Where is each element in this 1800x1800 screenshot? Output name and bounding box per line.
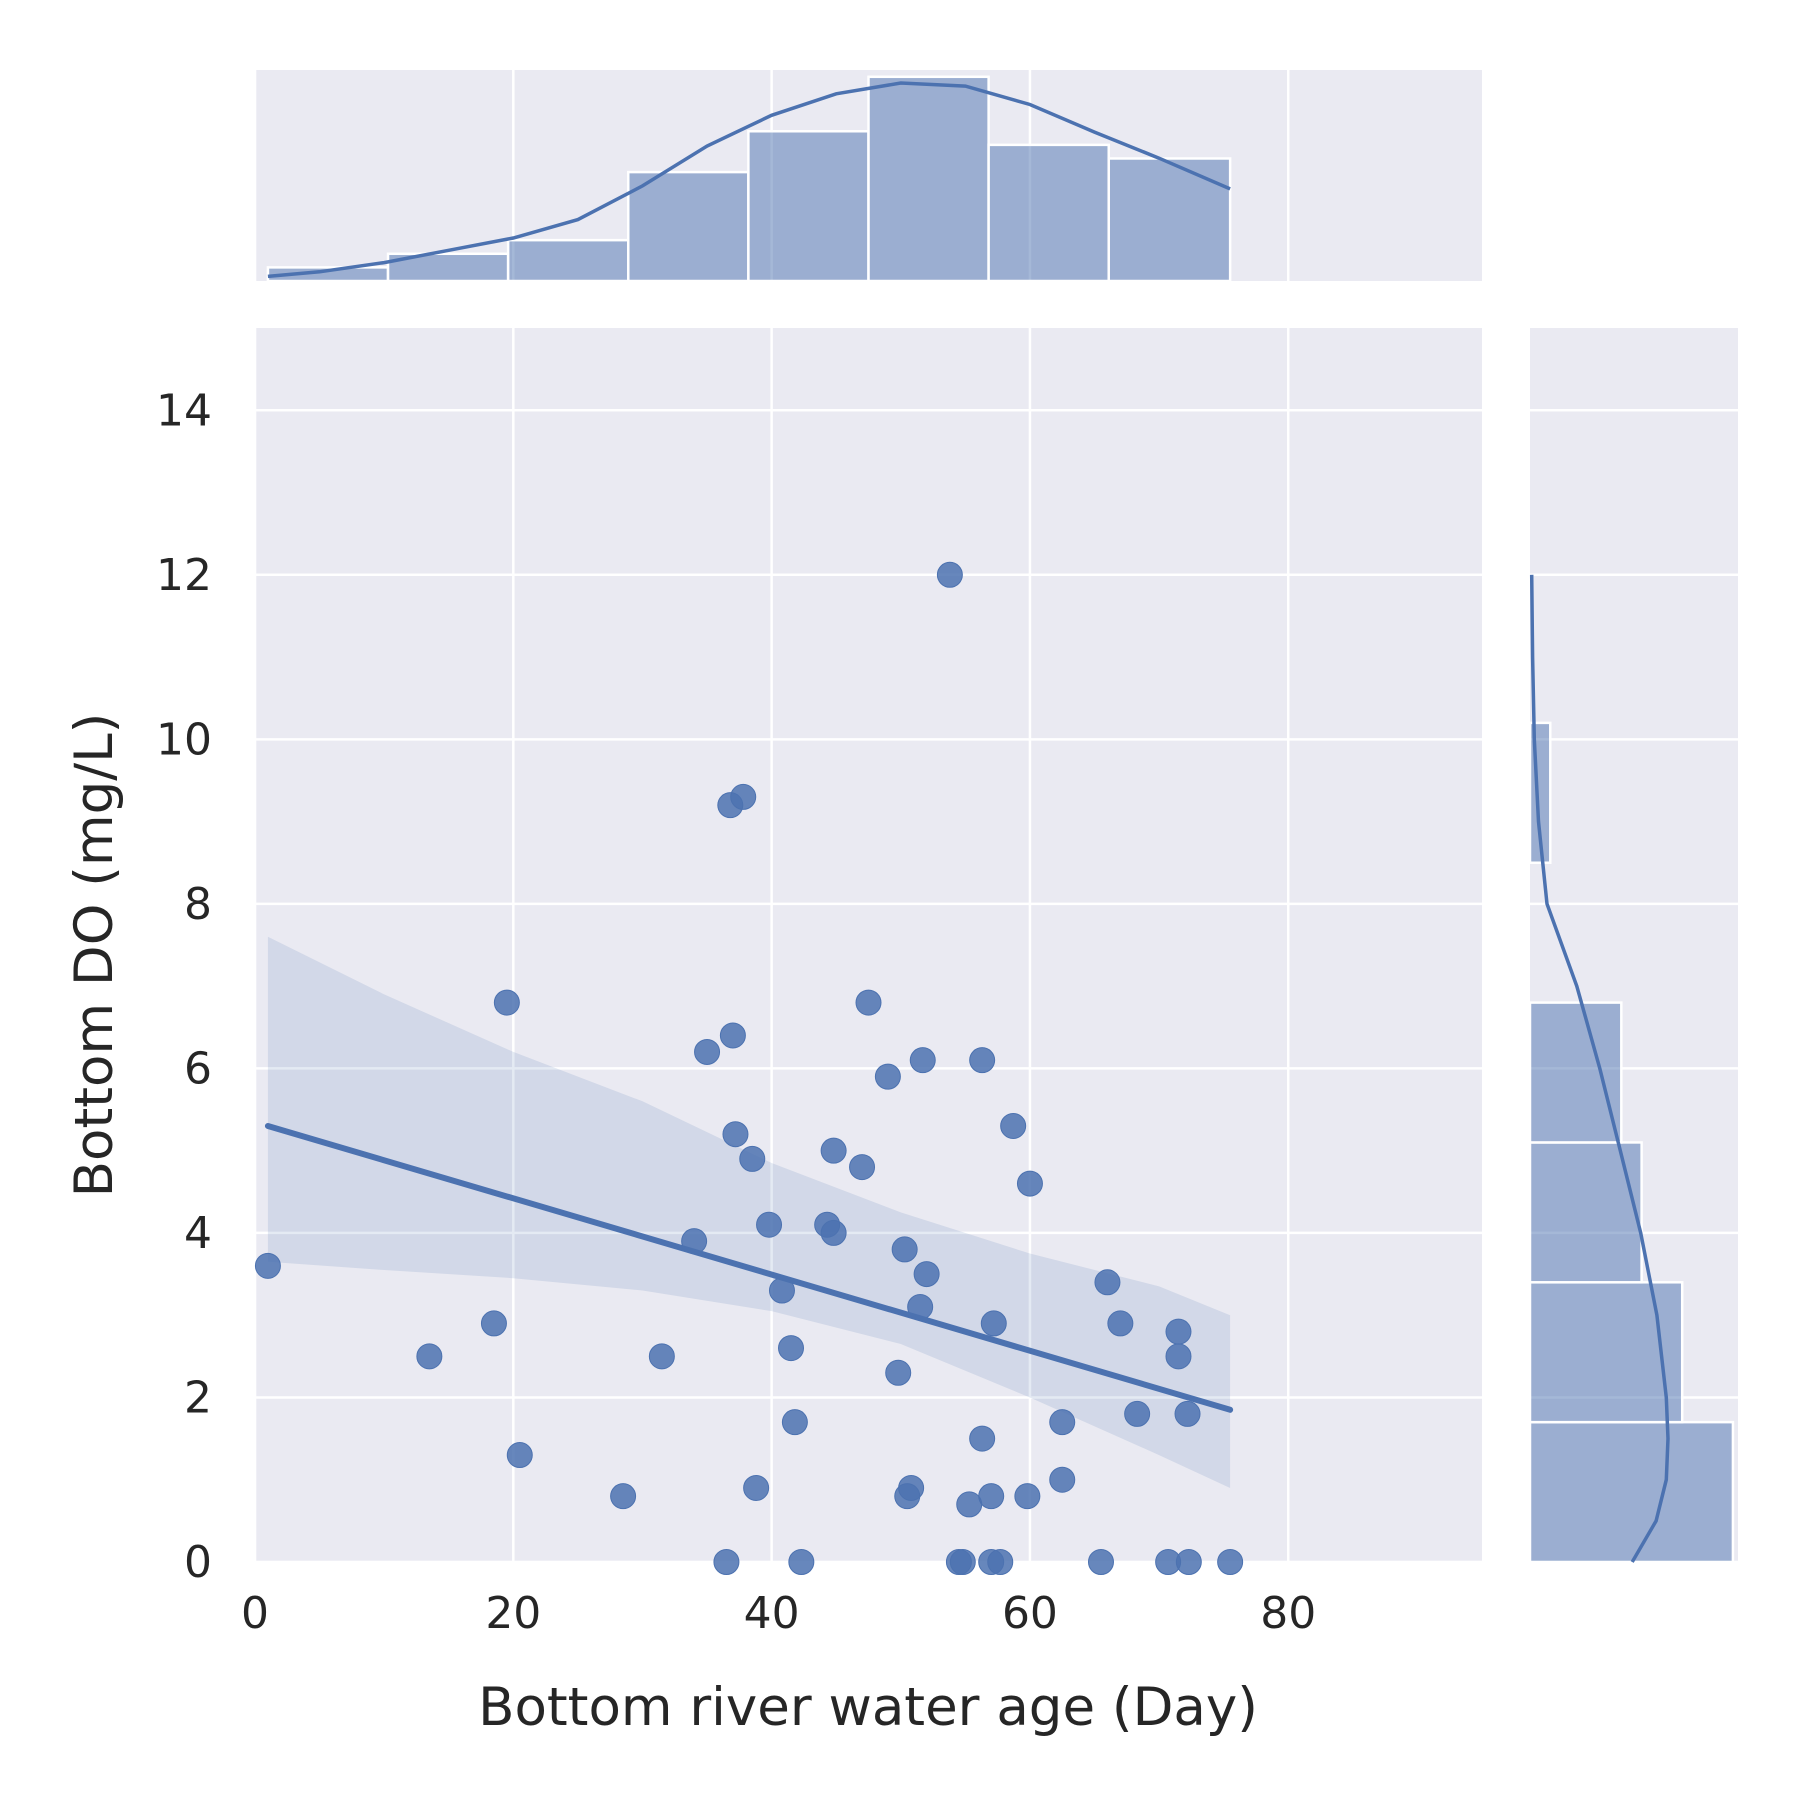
scatter-point <box>788 1549 815 1575</box>
x-histogram-bar <box>1107 157 1232 283</box>
x-histogram-bar <box>627 170 750 283</box>
scatter-point <box>713 1549 740 1575</box>
y-tick-label: 8 <box>184 879 212 930</box>
y-tick-label: 2 <box>184 1372 212 1423</box>
scatter-point <box>987 1549 1014 1575</box>
scatter-point <box>254 1252 281 1279</box>
scatter-point <box>969 1047 996 1074</box>
scatter-point <box>743 1474 770 1501</box>
scatter-point <box>874 1063 901 1090</box>
scatter-point <box>1175 1549 1202 1575</box>
scatter-point <box>1124 1400 1151 1427</box>
y-tick-label: 14 <box>156 385 212 436</box>
y-tick-label: 6 <box>184 1043 212 1094</box>
scatter-point <box>820 1137 847 1164</box>
x-histogram-layer <box>266 75 1232 283</box>
confidence-band <box>267 936 1231 1488</box>
x-kde-curve <box>267 81 1231 279</box>
scatter-point <box>480 1310 507 1337</box>
scatter-point <box>1049 1409 1076 1436</box>
scatter-point <box>1217 1549 1244 1575</box>
scatter-point <box>781 1409 808 1436</box>
x-histogram-bar <box>987 143 1110 283</box>
x-axis-label: Bottom river water age (Day) <box>478 1677 1258 1738</box>
y-tick-label: 0 <box>184 1537 212 1588</box>
y-axis-label: Bottom DO (mg/L) <box>64 713 125 1198</box>
x-tick-label: 20 <box>485 1588 541 1639</box>
tick-labels-layer: 0 20 40 60 80 0 2 4 6 8 10 12 14 <box>156 385 1316 1639</box>
scatter-point <box>1087 1549 1114 1575</box>
scatter-point <box>978 1483 1005 1510</box>
regression-line-layer <box>264 1122 1234 1413</box>
y-histogram-layer <box>1528 574 1735 1564</box>
scatter-point <box>416 1343 443 1370</box>
scatter-point <box>1107 1310 1134 1337</box>
y-histogram-bar <box>1528 1281 1684 1424</box>
scatter-point <box>936 561 963 588</box>
joint-plot-area <box>253 328 1482 1564</box>
scatter-point <box>1094 1269 1121 1296</box>
x-histogram-bar <box>506 238 630 283</box>
scatter-point <box>956 1491 983 1518</box>
joint-background <box>255 328 1482 1562</box>
scatter-point <box>648 1343 675 1370</box>
scatter-point <box>1165 1343 1192 1370</box>
scatter-point <box>506 1442 533 1469</box>
x-tick-label: 0 <box>241 1588 269 1639</box>
scatter-point <box>778 1335 805 1362</box>
scatter-point <box>820 1219 847 1246</box>
scatter-point <box>969 1425 996 1452</box>
x-histogram-bar <box>747 130 870 283</box>
scatter-point <box>855 989 882 1016</box>
scatter-point <box>849 1154 876 1181</box>
scatter-point <box>980 1310 1007 1337</box>
confidence-band-layer <box>267 936 1231 1488</box>
y-tick-label: 4 <box>184 1208 212 1259</box>
scatter-point <box>891 1236 918 1263</box>
scatter-point <box>722 1121 749 1148</box>
x-tick-label: 40 <box>744 1588 800 1639</box>
scatter-point <box>1000 1112 1027 1139</box>
x-histogram-bar <box>867 75 990 283</box>
x-tick-label: 60 <box>1002 1588 1058 1639</box>
scatter-point <box>1049 1466 1076 1493</box>
scatter-points-layer <box>254 561 1244 1575</box>
scatter-point <box>1174 1400 1201 1427</box>
scatter-point <box>898 1474 925 1501</box>
scatter-point <box>885 1359 912 1386</box>
scatter-point <box>1014 1483 1041 1510</box>
regression-line <box>264 1122 1234 1413</box>
scatter-point <box>1016 1170 1043 1197</box>
y-tick-label: 10 <box>156 714 212 765</box>
y-kde-curve <box>1529 574 1670 1563</box>
scatter-point <box>949 1549 976 1575</box>
scatter-point <box>610 1483 637 1510</box>
scatter-point <box>768 1277 795 1304</box>
y-histogram-bar <box>1528 1420 1735 1564</box>
scatter-point <box>907 1293 934 1320</box>
scatter-point <box>681 1228 708 1255</box>
scatter-point <box>739 1145 766 1172</box>
scatter-point <box>719 1022 746 1049</box>
scatter-point <box>913 1261 940 1288</box>
scatter-point <box>730 783 757 810</box>
x-tick-label: 80 <box>1260 1588 1316 1639</box>
scatter-point <box>493 989 520 1016</box>
scatter-point <box>694 1038 721 1065</box>
scatter-point <box>1165 1318 1192 1345</box>
scatter-point <box>756 1211 783 1238</box>
y-tick-label: 12 <box>156 550 212 601</box>
y-histogram-bar <box>1528 1001 1623 1144</box>
scatter-point <box>909 1047 936 1074</box>
